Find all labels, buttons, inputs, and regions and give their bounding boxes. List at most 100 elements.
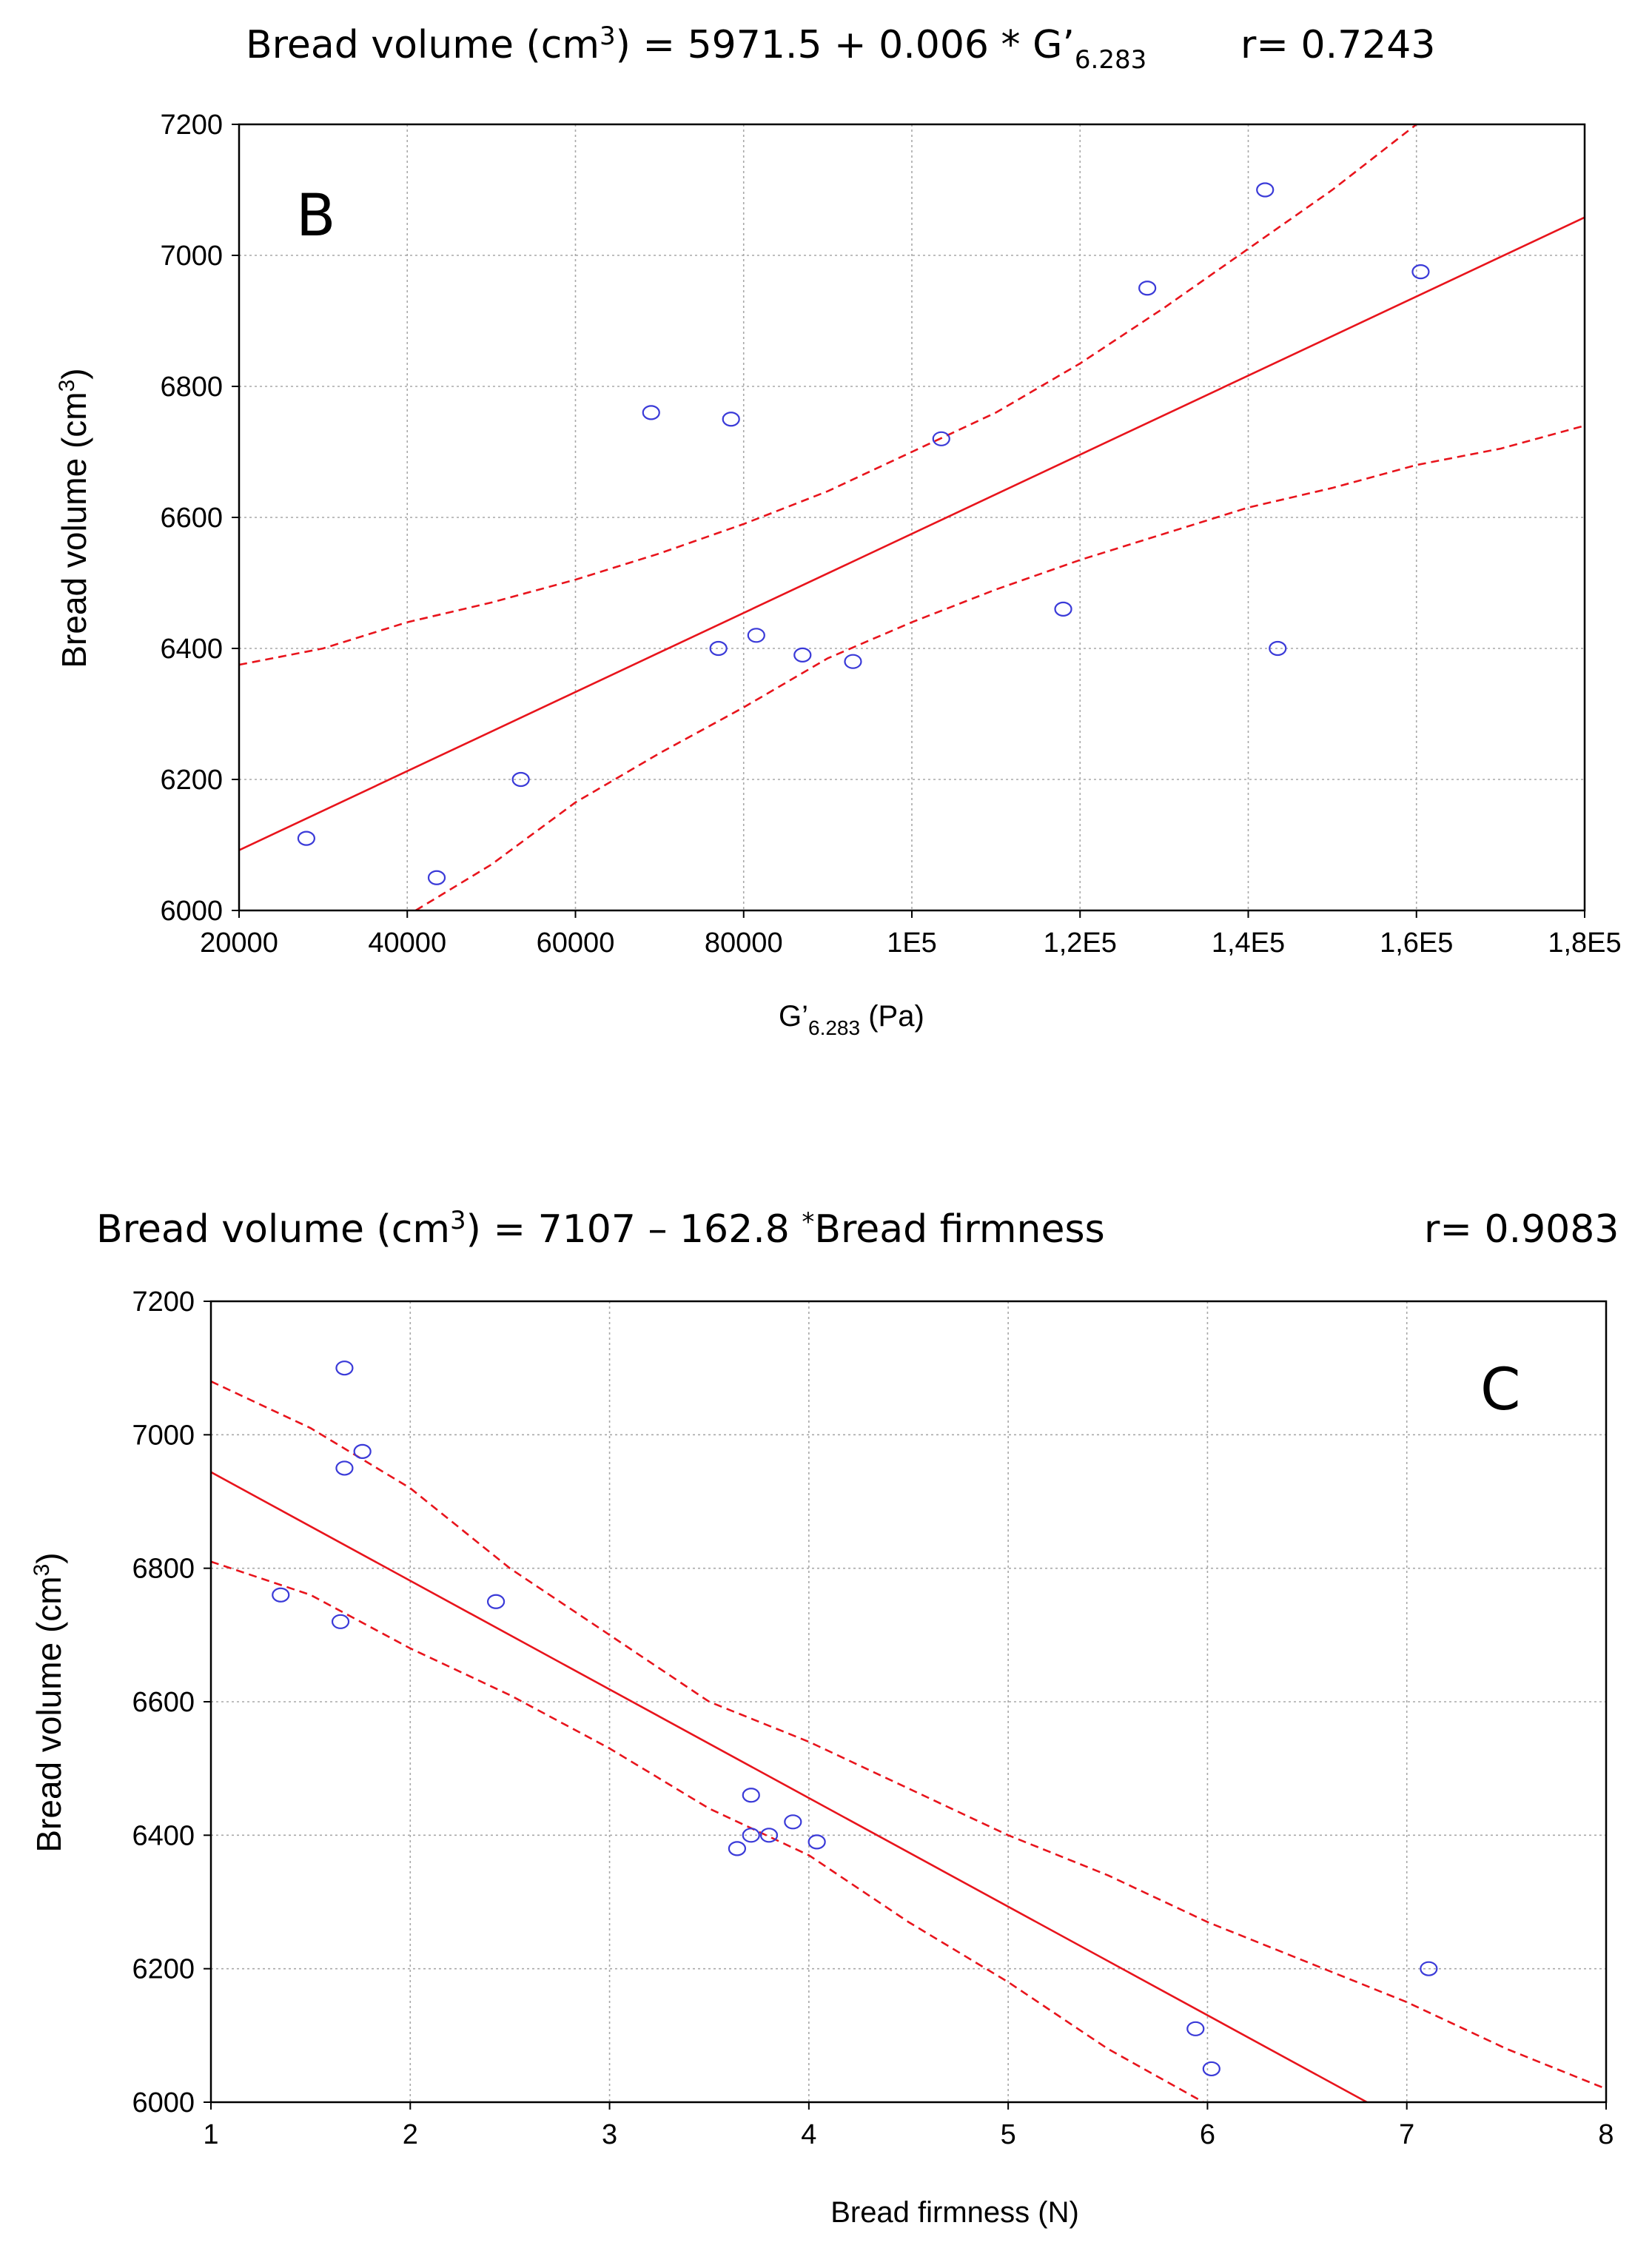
panel-c-points	[272, 1361, 1438, 2077]
data-point	[335, 1361, 354, 1376]
x-tick-label: 80000	[705, 927, 783, 959]
y-tick-label: 7000	[132, 1420, 195, 1451]
x-tick-label: 1,4E5	[1212, 927, 1285, 959]
y-tick-label: 6000	[132, 2087, 195, 2118]
data-point	[759, 1828, 779, 1843]
x-tick-label: 8	[1598, 2119, 1614, 2150]
panel-b-title: Bread volume (cm3) = 5971.5 + 0.006 * G’…	[246, 21, 1146, 75]
data-point	[1269, 640, 1287, 657]
panel-c-grid	[211, 1301, 1606, 2102]
panel-b-xlabel-main: G’	[779, 1000, 808, 1033]
x-tick-label: 1,8E5	[1548, 927, 1621, 959]
data-point	[793, 647, 812, 662]
x-tick-label: 5	[1001, 2119, 1016, 2150]
y-tick-label: 7200	[160, 110, 223, 141]
panel-b-r-value: r= 0.7243	[1240, 23, 1435, 67]
regression-line	[239, 216, 1585, 851]
confidence-band-lower	[414, 424, 1585, 910]
data-point	[742, 1788, 760, 1803]
data-point	[642, 405, 660, 420]
panel-b-chart: Bread volume (cm3) = 5971.5 + 0.006 * G’…	[55, 21, 1622, 1039]
panel-c-chart: Bread volume (cm3) = 7107 – 162.8 *Bread…	[30, 1206, 1619, 2229]
panel-c-confidence-bands	[211, 1380, 1606, 2102]
panel-b-fit	[239, 216, 1585, 851]
data-point	[427, 870, 446, 885]
x-tick-label: 4	[801, 2119, 816, 2150]
panel-b-xlabel-sub: 6.283	[808, 1016, 860, 1039]
panel-b-ylabel-main: Bread volume (cm	[55, 392, 93, 668]
y-tick-label: 7000	[160, 241, 223, 272]
x-tick-label: 3	[602, 2119, 617, 2150]
y-tick-label: 6200	[132, 1954, 195, 1985]
data-point	[932, 431, 950, 446]
panel-b-ylabel-end: )	[55, 368, 93, 379]
panel-b-x-ticks: 20000 40000 60000 80000 1E5 1,2E5 1,4E5 1,6E5 1,…	[200, 910, 1622, 959]
data-point	[728, 1841, 747, 1856]
x-tick-label: 7	[1399, 2119, 1414, 2150]
y-tick-label: 6400	[160, 634, 223, 665]
data-point	[709, 640, 728, 657]
panel-b-title-equation: ) = 5971.5 + 0.006 * G’	[616, 23, 1075, 67]
data-point	[1138, 281, 1157, 296]
data-point	[272, 1587, 290, 1603]
data-point	[807, 1834, 826, 1850]
panel-c-title-equation: ) = 7107 – 162.8	[466, 1207, 802, 1252]
panel-b-ylabel-sup: 3	[55, 380, 79, 392]
y-tick-label: 6000	[160, 896, 223, 927]
data-point	[1256, 182, 1275, 198]
panel-b-letter: B	[296, 183, 336, 249]
data-point	[1054, 601, 1072, 617]
y-tick-label: 6800	[132, 1554, 195, 1585]
panel-b-y-axis-label: Bread volume (cm3)	[55, 368, 93, 668]
y-tick-label: 6400	[132, 1820, 195, 1851]
panel-c-fit	[211, 1471, 1368, 2102]
data-point	[742, 1828, 760, 1843]
confidence-band-lower	[211, 1560, 1204, 2102]
data-point	[331, 1614, 350, 1629]
x-tick-label: 1	[203, 2119, 218, 2150]
panel-c-title-star: *	[802, 1207, 814, 1237]
x-tick-label: 1E5	[887, 927, 937, 959]
data-point	[1420, 1961, 1438, 1976]
panel-b-plot-frame	[238, 123, 1586, 912]
panel-c-x-ticks: 1 2 3 4 5 6 7 8	[203, 2102, 1614, 2150]
panel-c-title-sup: 3	[450, 1206, 466, 1235]
y-tick-label: 6600	[132, 1687, 195, 1718]
panel-b-points	[297, 182, 1430, 885]
panel-b-y-ticks: 6000 6200 6400 6600 6800 7000 7200	[160, 110, 239, 927]
data-point	[722, 412, 740, 427]
panel-c-title: Bread volume (cm3) = 7107 – 162.8 *Bread…	[96, 1206, 1105, 1252]
panel-b-grid	[239, 124, 1585, 910]
x-tick-label: 6	[1200, 2119, 1215, 2150]
y-tick-label: 6600	[160, 503, 223, 534]
y-tick-label: 7200	[132, 1286, 195, 1318]
panel-b-title-sub: 6.283	[1075, 45, 1146, 75]
panel-c-title-prefix: Bread volume (cm	[96, 1207, 450, 1252]
x-tick-label: 1,2E5	[1044, 927, 1117, 959]
panel-c-ylabel-end: )	[30, 1552, 68, 1563]
data-point	[747, 628, 765, 643]
data-point	[297, 831, 315, 846]
data-point	[1411, 264, 1430, 280]
x-tick-label: 20000	[200, 927, 278, 959]
panel-c-title-rest: Bread firmness	[814, 1207, 1104, 1252]
x-tick-label: 60000	[537, 927, 615, 959]
data-point	[784, 1814, 802, 1830]
panel-b-title-prefix: Bread volume (cm	[246, 23, 600, 67]
data-point	[335, 1460, 354, 1476]
data-point	[353, 1443, 372, 1459]
panel-b-title-sup: 3	[600, 21, 616, 51]
y-tick-label: 6800	[160, 372, 223, 403]
data-point	[486, 1594, 506, 1609]
data-point	[511, 771, 530, 788]
data-point	[1186, 2021, 1205, 2036]
panel-c-y-axis-label: Bread volume (cm3)	[30, 1552, 68, 1852]
y-tick-label: 6200	[160, 765, 223, 796]
data-point	[1202, 2061, 1220, 2077]
panel-b-x-axis-label: G’6.283 (Pa)	[779, 1000, 924, 1039]
confidence-band-upper	[211, 1380, 1606, 2090]
confidence-band-upper	[239, 124, 1417, 666]
x-tick-label: 1,6E5	[1380, 927, 1453, 959]
panel-c-ylabel-main: Bread volume (cm	[30, 1576, 68, 1852]
